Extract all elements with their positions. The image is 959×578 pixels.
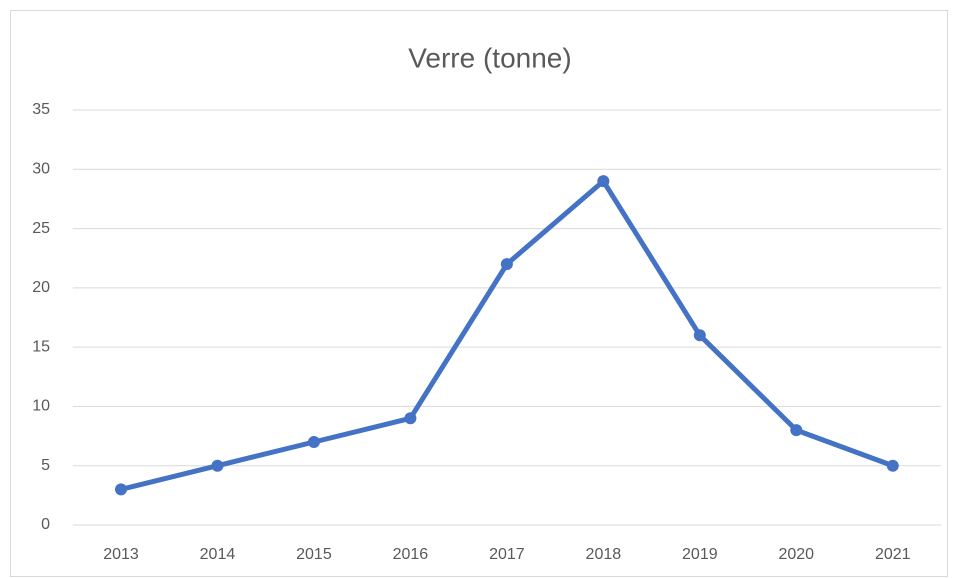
y-tick-label: 15 (32, 338, 50, 355)
marker (500, 258, 513, 271)
chart-title: Verre (tonne) (408, 42, 571, 73)
x-tick-label: 2021 (875, 546, 911, 563)
y-tick-label: 10 (32, 398, 50, 415)
x-tick-label: 2018 (586, 546, 622, 563)
x-tick-label: 2013 (103, 546, 139, 563)
marker (114, 483, 127, 496)
x-tick-label: 2014 (200, 546, 236, 563)
y-tick-label: 30 (32, 161, 50, 178)
y-tick-label: 5 (41, 457, 50, 474)
marker (211, 459, 224, 472)
x-tick-label: 2016 (393, 546, 429, 563)
marker (307, 436, 320, 448)
x-tick-label: 2020 (778, 546, 814, 563)
x-tick-label: 2015 (296, 546, 332, 563)
marker (693, 329, 706, 342)
y-tick-label: 0 (41, 516, 50, 533)
y-tick-label: 20 (32, 279, 50, 296)
x-tick-label: 2017 (489, 546, 525, 563)
y-tick-label: 35 (32, 101, 50, 118)
y-tick-label: 25 (32, 220, 50, 237)
chart-border (10, 10, 948, 577)
marker (886, 459, 899, 472)
marker (404, 412, 417, 425)
marker (790, 424, 803, 437)
x-tick-label: 2019 (682, 546, 718, 563)
marker (597, 175, 610, 188)
